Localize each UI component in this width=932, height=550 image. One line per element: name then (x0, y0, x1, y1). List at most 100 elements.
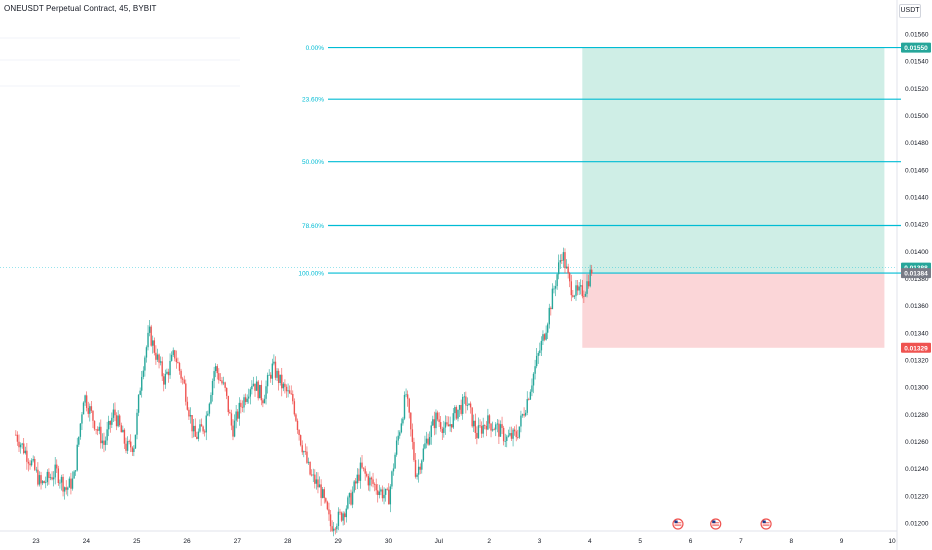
x-tick-label: 25 (133, 538, 141, 545)
candle-body (402, 418, 404, 424)
candle-body (178, 363, 181, 371)
candle-body (446, 422, 448, 425)
candle-body (24, 450, 27, 454)
candle-body (167, 371, 170, 376)
y-tick-label: 0.01340 (905, 330, 929, 337)
candle-body (414, 460, 417, 477)
candle-body (553, 288, 555, 290)
candle-body (518, 426, 521, 438)
candle-body (529, 391, 532, 400)
candle-body (315, 479, 318, 484)
candle-body (487, 415, 489, 430)
candle-body (458, 405, 461, 410)
y-tick-label: 0.01540 (905, 59, 929, 66)
candle-body (411, 429, 414, 442)
candle-body (399, 432, 401, 436)
x-tick-label: 10 (888, 538, 896, 545)
candle-body (366, 473, 368, 477)
x-tick-label: 2 (487, 538, 491, 545)
candle-body (259, 384, 261, 399)
candle-body (104, 440, 107, 445)
candle-body (417, 466, 420, 475)
candle-body (377, 490, 379, 495)
candle-body (325, 498, 327, 502)
candle-body (397, 435, 399, 441)
candle-body (361, 462, 363, 468)
y-tick-label: 0.01460 (905, 167, 929, 174)
candle-body (117, 415, 119, 427)
candle-body (303, 451, 305, 453)
candle-body (237, 411, 239, 419)
loss-zone[interactable] (582, 273, 885, 348)
candle-body (441, 428, 443, 433)
candle-body (523, 414, 525, 416)
candle-body (336, 525, 338, 530)
candle-body (551, 288, 554, 310)
candle-body (580, 285, 582, 287)
candle-body (317, 479, 319, 488)
candle-body (266, 375, 269, 387)
currency-button[interactable]: USDT (899, 4, 921, 18)
candle-body (350, 493, 352, 505)
candle-body (310, 474, 313, 476)
candle-body (232, 425, 234, 437)
candle-body (548, 307, 550, 325)
candle-body (103, 440, 105, 445)
candle-body (185, 383, 187, 402)
candle-body (532, 373, 535, 386)
candle-body (347, 497, 349, 509)
candle-body (499, 424, 502, 437)
candle-body (546, 324, 549, 333)
candle-body (528, 399, 530, 400)
candle-body (238, 402, 240, 419)
candle-body (339, 511, 341, 513)
fib-level-label: 78.60% (302, 223, 324, 230)
candle-body (400, 423, 403, 433)
candle-body (274, 361, 277, 378)
candle-body (575, 285, 577, 296)
candle-body (197, 431, 200, 439)
candle-body (452, 413, 454, 428)
fib-level-label: 0.00% (306, 45, 325, 52)
candle-body (180, 370, 182, 379)
candle-body (373, 483, 376, 485)
candle-body (188, 409, 190, 417)
candle-body (422, 448, 425, 461)
candle-body (506, 436, 508, 441)
x-tick-label: 3 (538, 538, 542, 545)
entry-price-label-bg (901, 268, 931, 279)
fib-level-label: 23.60% (302, 97, 324, 104)
candle-body (191, 415, 193, 432)
candle-body (348, 493, 351, 498)
x-tick-label: 28 (284, 538, 292, 545)
candle-body (43, 481, 45, 483)
candle-body (90, 406, 93, 411)
candle-body (30, 460, 33, 466)
candle-body (477, 425, 480, 439)
candle-body (443, 427, 445, 433)
candle-body (175, 358, 178, 363)
y-tick-label: 0.01200 (905, 521, 929, 528)
candle-body (81, 414, 83, 424)
profit-zone[interactable] (582, 47, 885, 274)
candle-body (298, 429, 300, 436)
candle-body (147, 332, 149, 348)
candle-body (378, 491, 381, 495)
candle-body (29, 463, 31, 466)
candle-body (502, 427, 505, 442)
candle-body (476, 432, 478, 439)
candle-body (71, 478, 74, 489)
candle-body (355, 481, 357, 484)
candle-body (107, 420, 110, 430)
candle-body (192, 425, 195, 432)
y-tick-label: 0.01260 (905, 439, 929, 446)
candle-body (304, 451, 307, 453)
candle-body (205, 415, 207, 433)
candle-body (323, 489, 325, 499)
candle-body (202, 426, 204, 432)
candle-body (495, 424, 497, 430)
candle-body (507, 435, 510, 437)
candle-body (262, 400, 264, 404)
